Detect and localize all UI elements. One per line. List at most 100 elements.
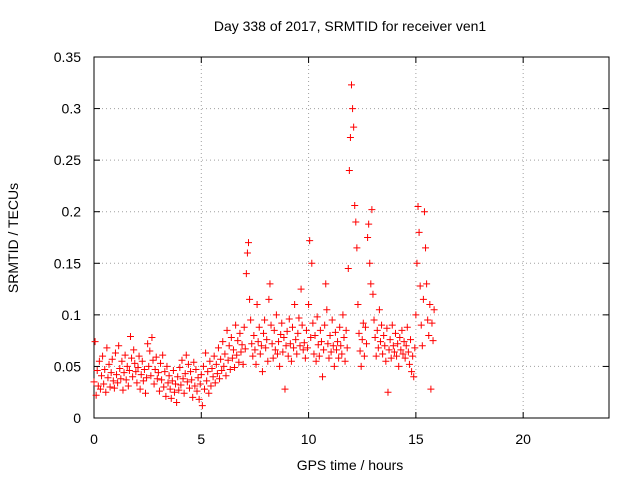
data-point — [116, 364, 124, 372]
data-point — [310, 350, 318, 358]
data-point — [107, 369, 115, 377]
data-point — [145, 362, 153, 370]
data-point — [176, 363, 184, 371]
data-point — [194, 374, 202, 382]
data-point — [311, 331, 319, 339]
data-point — [405, 360, 413, 368]
data-point — [126, 333, 134, 341]
data-point — [256, 350, 264, 358]
data-point — [272, 311, 280, 319]
data-point — [147, 372, 155, 380]
data-point — [205, 389, 213, 397]
data-point — [239, 360, 247, 368]
data-point — [366, 259, 374, 267]
data-point — [420, 208, 428, 216]
data-point — [216, 375, 224, 383]
data-point — [294, 329, 302, 337]
data-point — [357, 362, 365, 370]
data-point — [146, 347, 154, 355]
data-point — [254, 338, 262, 346]
data-point — [400, 338, 408, 346]
data-point — [378, 321, 386, 329]
data-point — [327, 348, 335, 356]
data-point — [263, 336, 271, 344]
data-point — [217, 355, 225, 363]
data-point — [231, 363, 239, 371]
data-point — [137, 371, 145, 379]
data-point — [160, 383, 168, 391]
data-point — [222, 372, 230, 380]
data-point — [308, 259, 316, 267]
data-point — [139, 377, 147, 385]
data-point — [376, 338, 384, 346]
data-point — [269, 354, 277, 362]
data-point — [168, 377, 176, 385]
data-point — [91, 338, 99, 346]
data-point — [349, 105, 357, 113]
data-point — [167, 394, 175, 402]
data-point — [374, 344, 382, 352]
data-point — [280, 334, 288, 342]
data-point — [276, 362, 284, 370]
data-point — [125, 367, 133, 375]
data-point — [334, 338, 342, 346]
data-point — [321, 321, 329, 329]
data-point — [241, 345, 249, 353]
data-point — [408, 368, 416, 376]
data-point — [117, 375, 125, 383]
data-point — [409, 352, 417, 360]
data-point — [422, 244, 430, 252]
data-point — [429, 337, 437, 345]
data-point — [163, 362, 171, 370]
x-tick-label: 5 — [197, 431, 205, 447]
data-point — [371, 334, 379, 342]
data-point — [174, 373, 182, 381]
data-point — [402, 342, 410, 350]
data-point — [261, 316, 269, 324]
data-point — [275, 338, 283, 346]
data-point — [195, 395, 203, 403]
chart-title: Day 338 of 2017, SRMTID for receiver ven… — [214, 18, 487, 34]
data-point — [329, 342, 337, 350]
data-point — [426, 301, 434, 309]
data-point — [227, 334, 235, 342]
data-point — [122, 376, 130, 384]
data-point — [219, 338, 227, 346]
data-point — [136, 385, 144, 393]
data-point — [342, 326, 350, 334]
data-point — [233, 351, 241, 359]
data-point — [252, 360, 260, 368]
data-point — [358, 336, 366, 344]
data-point — [148, 334, 156, 342]
data-point — [265, 295, 273, 303]
data-point — [332, 346, 340, 354]
data-point — [108, 355, 116, 363]
data-point — [258, 368, 266, 376]
data-point — [354, 301, 362, 309]
data-point — [283, 327, 291, 335]
data-point — [264, 357, 272, 365]
data-point — [324, 340, 332, 348]
data-point — [315, 352, 323, 360]
data-point — [218, 367, 226, 375]
data-point — [220, 362, 228, 370]
data-point — [185, 384, 193, 392]
data-point — [287, 357, 295, 365]
data-point — [100, 380, 108, 388]
data-point — [123, 362, 131, 370]
data-point — [365, 220, 373, 228]
data-point — [419, 295, 427, 303]
data-point — [323, 306, 331, 314]
data-point — [384, 388, 392, 396]
data-point — [232, 321, 240, 329]
data-point — [346, 133, 354, 141]
data-point — [234, 337, 242, 345]
data-point — [361, 323, 369, 331]
data-point — [140, 366, 148, 374]
data-point — [270, 326, 278, 334]
data-point — [271, 346, 279, 354]
data-point — [212, 360, 220, 368]
data-point — [339, 311, 347, 319]
data-point — [302, 326, 310, 334]
data-point — [425, 331, 433, 339]
